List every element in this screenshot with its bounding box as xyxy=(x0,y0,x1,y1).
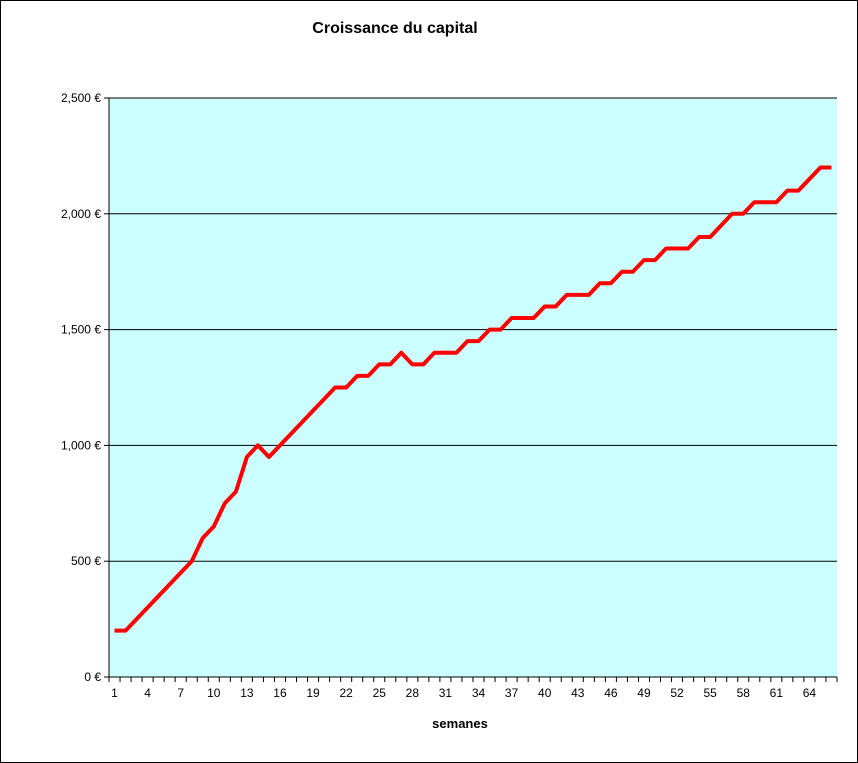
x-tick-label: 1 xyxy=(111,686,118,700)
x-tick-label: 61 xyxy=(770,686,784,700)
x-tick-label: 28 xyxy=(406,686,420,700)
x-tick-label: 49 xyxy=(637,686,651,700)
x-tick-label: 19 xyxy=(306,686,320,700)
x-tick-label: 43 xyxy=(571,686,585,700)
series-line xyxy=(114,165,832,633)
x-tick-label: 52 xyxy=(670,686,684,700)
y-tick-label: 2,500 € xyxy=(61,91,101,105)
x-tick-label: 10 xyxy=(207,686,221,700)
y-tick-label: 1,000 € xyxy=(61,438,101,452)
x-tick-label: 31 xyxy=(439,686,453,700)
x-tick-label: 7 xyxy=(177,686,184,700)
x-tick-label: 13 xyxy=(240,686,254,700)
y-tick-label: 1,500 € xyxy=(61,323,101,337)
x-axis-label: semanes xyxy=(432,716,488,731)
x-tick-label: 4 xyxy=(144,686,151,700)
y-tick-label: 2,000 € xyxy=(61,207,101,221)
x-tick-label: 25 xyxy=(373,686,387,700)
x-tick-label: 34 xyxy=(472,686,486,700)
y-tick-label: 0 € xyxy=(84,670,101,684)
y-tick-label: 500 € xyxy=(71,554,101,568)
x-tick-label: 37 xyxy=(505,686,519,700)
x-tick-label: 22 xyxy=(339,686,353,700)
x-tick-label: 16 xyxy=(273,686,287,700)
x-tick-label: 58 xyxy=(737,686,751,700)
x-tick-label: 55 xyxy=(703,686,717,700)
plot-area xyxy=(109,98,837,677)
x-tick-label: 40 xyxy=(538,686,552,700)
x-tick-label: 64 xyxy=(803,686,817,700)
chart-title: Croissance du capital xyxy=(312,20,478,37)
x-tick-label: 46 xyxy=(604,686,618,700)
